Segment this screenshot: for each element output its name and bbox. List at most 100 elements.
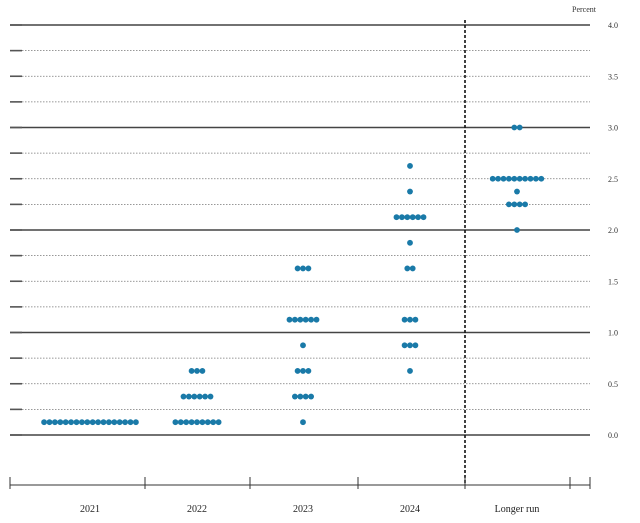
dot <box>180 393 187 400</box>
dot <box>305 368 312 374</box>
dot <box>522 175 528 182</box>
dot <box>194 419 200 426</box>
y-tick-label: 3.5 <box>608 72 618 81</box>
dot <box>412 342 419 349</box>
dot <box>73 419 80 426</box>
dot <box>188 419 195 426</box>
dot <box>412 316 419 323</box>
dot <box>514 227 520 233</box>
dot <box>511 124 518 131</box>
dot <box>199 368 206 374</box>
x-tick-label: 2022 <box>187 504 207 515</box>
dot <box>527 175 534 182</box>
dot <box>106 419 112 426</box>
dot <box>194 368 200 374</box>
dot <box>420 214 427 221</box>
dot <box>46 419 53 426</box>
dot <box>302 393 309 400</box>
x-tick-label: 2023 <box>293 504 313 515</box>
dot <box>308 393 314 400</box>
dot <box>495 175 501 182</box>
dot <box>52 419 58 426</box>
dot <box>511 201 518 208</box>
dot <box>401 316 408 323</box>
dot <box>506 201 512 208</box>
dot <box>489 175 496 182</box>
dot <box>533 175 539 182</box>
dot <box>399 214 405 221</box>
dot <box>294 368 301 374</box>
dot <box>204 419 211 426</box>
dot <box>297 393 304 400</box>
dot <box>207 393 214 400</box>
dot <box>292 316 298 323</box>
dot <box>300 368 306 374</box>
x-tick-label: 2021 <box>80 504 100 515</box>
dot <box>172 419 179 426</box>
dot <box>84 419 91 426</box>
dot <box>300 265 306 272</box>
dot <box>313 316 320 323</box>
dot <box>188 368 195 374</box>
y-axis-label: Percent <box>572 5 597 14</box>
dot <box>300 342 306 349</box>
dot <box>89 419 96 426</box>
dot <box>183 419 190 426</box>
dot <box>407 368 413 374</box>
dot <box>500 175 507 182</box>
dot <box>196 393 203 400</box>
dot <box>292 393 298 400</box>
y-tick-label: 0.0 <box>608 431 618 440</box>
dot <box>202 393 209 400</box>
dot <box>199 419 206 426</box>
dot <box>514 188 520 195</box>
dot <box>393 214 400 221</box>
dot <box>62 419 69 426</box>
dot <box>308 316 314 323</box>
dot <box>300 419 306 426</box>
x-tick-label: Longer run <box>495 504 540 515</box>
dot <box>122 419 128 426</box>
dot <box>57 419 64 426</box>
dot <box>415 214 421 221</box>
dot <box>407 163 413 169</box>
dot <box>407 316 413 323</box>
dot <box>302 316 309 323</box>
y-tick-label: 0.5 <box>608 380 618 389</box>
dot <box>100 419 107 426</box>
dot <box>297 316 304 323</box>
dot <box>127 419 134 426</box>
dot <box>407 188 413 195</box>
dot <box>133 419 139 426</box>
dot <box>116 419 123 426</box>
dot <box>506 175 512 182</box>
dot <box>404 265 411 272</box>
dot <box>210 419 217 426</box>
dot <box>215 419 222 426</box>
y-tick-label: 4.0 <box>608 21 618 30</box>
dot <box>186 393 192 400</box>
dot <box>401 342 408 349</box>
y-tick-label: 1.5 <box>608 277 618 286</box>
dot <box>68 419 74 426</box>
dot <box>409 214 416 221</box>
dot <box>516 175 523 182</box>
dot <box>409 265 416 272</box>
dot <box>407 239 413 246</box>
y-tick-label: 3.0 <box>608 124 618 133</box>
dot <box>286 316 293 323</box>
dot <box>177 419 184 426</box>
dot <box>305 265 312 272</box>
dot <box>191 393 198 400</box>
dot <box>95 419 101 426</box>
dot <box>538 175 545 182</box>
dot <box>41 419 47 426</box>
dot <box>79 419 85 426</box>
dot <box>404 214 411 221</box>
dot <box>407 342 413 349</box>
y-tick-label: 2.5 <box>608 175 618 184</box>
dot <box>511 175 518 182</box>
dot <box>294 265 301 272</box>
y-tick-label: 2.0 <box>608 226 618 235</box>
